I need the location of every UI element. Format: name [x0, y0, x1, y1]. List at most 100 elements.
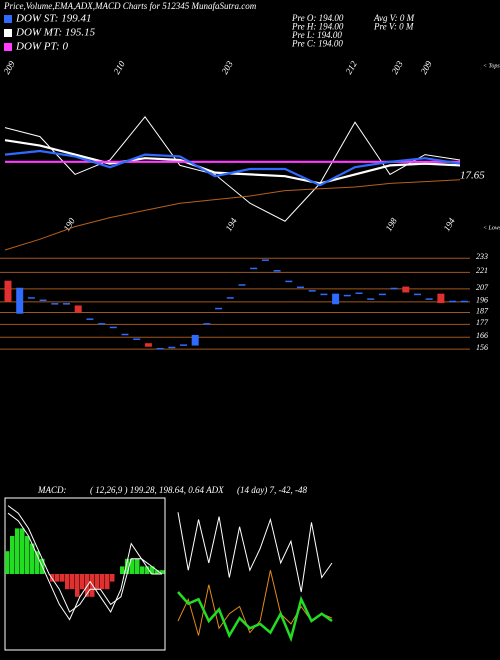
histogram-bar [35, 551, 40, 574]
y-tick-label: 166 [476, 331, 488, 340]
candle [191, 334, 199, 346]
adx-line [177, 512, 333, 593]
stat: Pre H: 194.00 [291, 22, 344, 32]
y-tick-label: 196 [476, 296, 488, 305]
stat: Pre V: 0 M [373, 22, 414, 32]
histogram-bar [135, 558, 140, 574]
histogram-bar [60, 574, 65, 582]
candle [215, 307, 223, 310]
macd-line [7, 505, 163, 613]
y-tick-label: 233 [476, 252, 488, 261]
candle [86, 318, 94, 320]
histogram-bar [75, 574, 80, 597]
legend-label: DOW PT: 0 [15, 41, 68, 53]
histogram-bar [10, 536, 15, 574]
histogram-bar [20, 528, 25, 574]
candle [332, 293, 340, 305]
stat: Pre O: 194.00 [291, 13, 344, 23]
histogram-bar [70, 574, 75, 590]
candle [4, 280, 12, 302]
histogram-bar [65, 574, 70, 590]
annotation: 17.65 [460, 170, 485, 182]
legend-label: DOW MT: 195.15 [15, 27, 96, 39]
candle [144, 343, 152, 347]
y-tick-label: 156 [476, 343, 488, 352]
candle [390, 287, 398, 290]
candle [261, 259, 269, 261]
histogram-bar [80, 574, 85, 590]
candle [355, 292, 363, 294]
candle [414, 293, 421, 296]
histogram-bar [95, 574, 100, 590]
candle [121, 333, 129, 336]
candle [27, 297, 35, 299]
macd-line [7, 512, 162, 621]
y-tick-label: 177 [476, 318, 489, 327]
candle [39, 299, 47, 302]
candle [449, 300, 457, 303]
histogram-bar [30, 543, 35, 574]
adx-title: (14 day) 7, -42, -48 [237, 485, 307, 495]
lows-marker: < Lows [483, 225, 500, 231]
ema-line [4, 115, 461, 222]
candle [133, 338, 141, 340]
candle [343, 294, 351, 297]
tops-marker: < Tops [483, 63, 500, 69]
legend-swatch [4, 15, 12, 23]
ema-line [4, 149, 461, 187]
legend-label: DOW ST: 199.41 [15, 13, 91, 25]
candle [425, 298, 433, 300]
histogram-bar [100, 574, 105, 590]
histogram-bar [150, 566, 155, 574]
legend-swatch [4, 29, 12, 37]
stat: Pre L: 194.00 [291, 30, 342, 40]
candle [203, 323, 211, 325]
histogram-bar [120, 566, 125, 574]
candle [51, 303, 59, 305]
candle [320, 293, 328, 296]
adx-line [177, 591, 333, 643]
candle [109, 326, 117, 329]
histogram-bar [50, 574, 55, 582]
stat: Avg V: 0 M [373, 13, 415, 23]
page-title: Price,Volume,EMA,ADX,MACD Charts for 512… [3, 1, 257, 11]
candle [378, 293, 386, 296]
candle [250, 267, 258, 270]
candle [437, 293, 445, 304]
stat: Pre C: 194.00 [291, 39, 343, 49]
candle [74, 305, 82, 313]
candle [16, 287, 24, 314]
histogram-bar [5, 551, 10, 574]
y-tick-label: 187 [476, 306, 489, 315]
histogram-bar [15, 528, 20, 574]
ema-line [4, 179, 461, 251]
candle [180, 344, 187, 346]
histogram-bar [25, 536, 30, 574]
histogram-bar [55, 574, 60, 582]
candle [402, 286, 410, 293]
y-tick-label: 221 [476, 266, 488, 275]
candle [273, 270, 281, 272]
candle [238, 284, 246, 286]
histogram-bar [140, 566, 145, 574]
legend-swatch [4, 43, 12, 51]
macd-label: MACD: [37, 485, 67, 495]
histogram-bar [130, 558, 135, 574]
histogram-bar [105, 574, 110, 590]
histogram-bar [125, 558, 130, 574]
histogram-bar [155, 570, 160, 574]
candle [98, 323, 106, 325]
histogram-bar [145, 566, 150, 574]
candle [367, 298, 375, 300]
candle [168, 346, 176, 349]
candle [297, 286, 304, 289]
macd-title: ( 12,26,9 ) 199.28, 198.64, 0.64 ADX [90, 485, 224, 495]
candle [226, 297, 234, 299]
candle [63, 303, 70, 305]
candle [308, 290, 316, 292]
candle [460, 300, 468, 303]
y-tick-label: 207 [476, 283, 489, 292]
histogram-bar [160, 570, 165, 574]
histogram-bar [110, 574, 115, 582]
